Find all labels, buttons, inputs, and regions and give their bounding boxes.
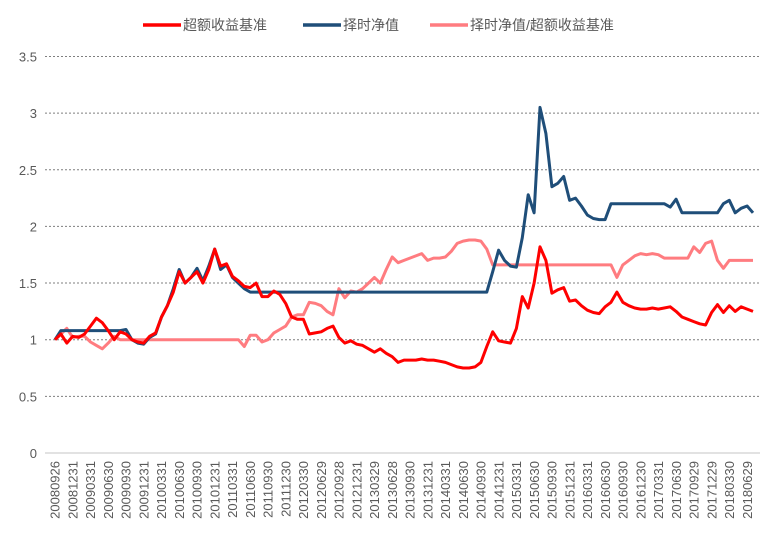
series-line-0	[53, 245, 754, 370]
series-line-2	[53, 238, 753, 351]
legend-label: 超额收益基准	[183, 17, 267, 33]
x-tick-label: 20120330	[296, 461, 311, 519]
y-axis: 0 0.5 1 1.5 2 2.5 3 3.5	[19, 49, 37, 461]
x-tick-label: 20120928	[332, 461, 347, 519]
x-tick-label: 20110331	[225, 461, 240, 518]
x-tick-label: 20090930	[119, 461, 134, 519]
y-tick-label: 0	[30, 446, 37, 461]
x-tick-label: 20100930	[190, 461, 205, 519]
x-tick-label: 20170331	[651, 461, 666, 519]
legend-label: 择时净值/超额收益基准	[470, 17, 614, 33]
x-tick-label: 20090331	[83, 461, 98, 519]
x-tick-label: 20161230	[633, 461, 648, 519]
y-tick-label: 2.5	[19, 163, 37, 178]
x-tick-label: 20160930	[616, 461, 631, 519]
x-tick-label: 20180330	[722, 461, 737, 519]
x-tick-label: 20140630	[456, 461, 471, 519]
y-tick-label: 3.5	[19, 49, 37, 64]
x-tick-label: 20140331	[438, 461, 453, 519]
x-tick-label: 20110930	[261, 461, 276, 518]
x-tick-label: 20091231	[136, 461, 151, 519]
x-tick-label: 20170630	[669, 461, 684, 519]
x-tick-label: 20120629	[314, 461, 329, 519]
x-tick-label: 20110630	[243, 461, 258, 518]
x-axis: 20080926 20081231 20090331 20090630 20090930…	[48, 461, 755, 519]
x-tick-label: 20080926	[48, 461, 63, 519]
x-tick-label: 20101231	[207, 461, 222, 519]
legend-label: 择时净值	[343, 17, 399, 33]
x-tick-label: 20111230	[278, 461, 293, 517]
y-tick-label: 2	[30, 219, 37, 234]
x-tick-label: 20170929	[687, 461, 702, 519]
y-tick-label: 3	[30, 106, 37, 121]
x-tick-label: 20130329	[367, 461, 382, 519]
x-tick-label: 20150930	[545, 461, 560, 519]
gridlines	[45, 55, 760, 454]
x-tick-label: 20100331	[154, 461, 169, 519]
x-tick-label: 20081231	[65, 461, 80, 519]
x-tick-label: 20121231	[349, 461, 364, 519]
x-tick-label: 20100630	[172, 461, 187, 519]
y-tick-label: 1.5	[19, 276, 37, 291]
legend: 超额收益基准 择时净值 择时净值/超额收益基准	[143, 17, 614, 33]
x-tick-label: 20090630	[101, 461, 116, 519]
x-tick-label: 20160630	[598, 461, 613, 519]
x-tick-label: 20141231	[491, 461, 506, 519]
series-lines	[53, 105, 755, 370]
x-tick-label: 20180629	[740, 461, 755, 519]
x-tick-label: 20130930	[403, 461, 418, 519]
x-tick-label: 20150630	[527, 461, 542, 519]
x-tick-label: 20150331	[509, 461, 524, 519]
x-tick-label: 20171229	[704, 461, 719, 519]
x-tick-label: 20140930	[474, 461, 489, 519]
x-tick-label: 20131231	[420, 461, 435, 519]
x-tick-label: 20130628	[385, 461, 400, 519]
x-tick-label: 20160331	[580, 461, 595, 519]
x-tick-label: 20151231	[562, 461, 577, 519]
y-tick-label: 1	[30, 333, 37, 348]
y-tick-label: 0.5	[19, 389, 37, 404]
